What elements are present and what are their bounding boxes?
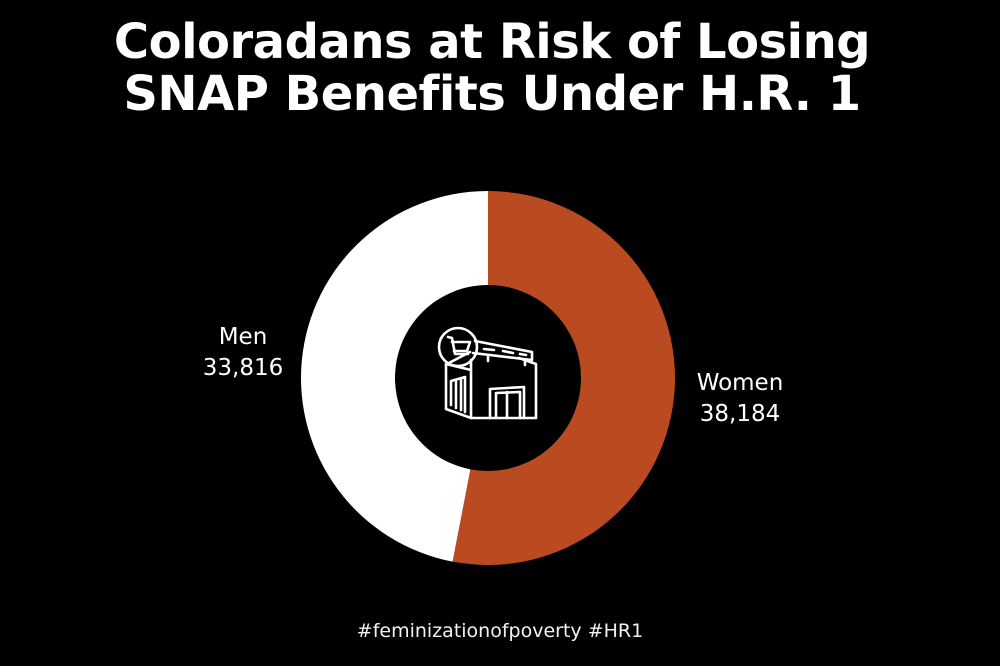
women-label: Women 38,184	[680, 368, 800, 430]
hashtags-footer: #feminizationofpoverty #HR1	[356, 620, 644, 642]
men-label-value: 33,816	[202, 355, 284, 381]
title-line-2: SNAP Benefits Under H.R. 1	[123, 66, 861, 122]
men-label: Men 33,816	[188, 322, 298, 384]
chart-title: Coloradans at Risk of Losing SNAP Benefi…	[0, 16, 984, 120]
slice-men	[300, 191, 488, 562]
women-label-name: Women	[696, 370, 784, 396]
donut-hole	[395, 285, 581, 471]
grocery-store-with-cart-icon	[437, 326, 538, 420]
men-label-name: Men	[218, 324, 268, 350]
title-line-1: Coloradans at Risk of Losing	[113, 14, 871, 70]
women-label-value: 38,184	[699, 401, 781, 427]
